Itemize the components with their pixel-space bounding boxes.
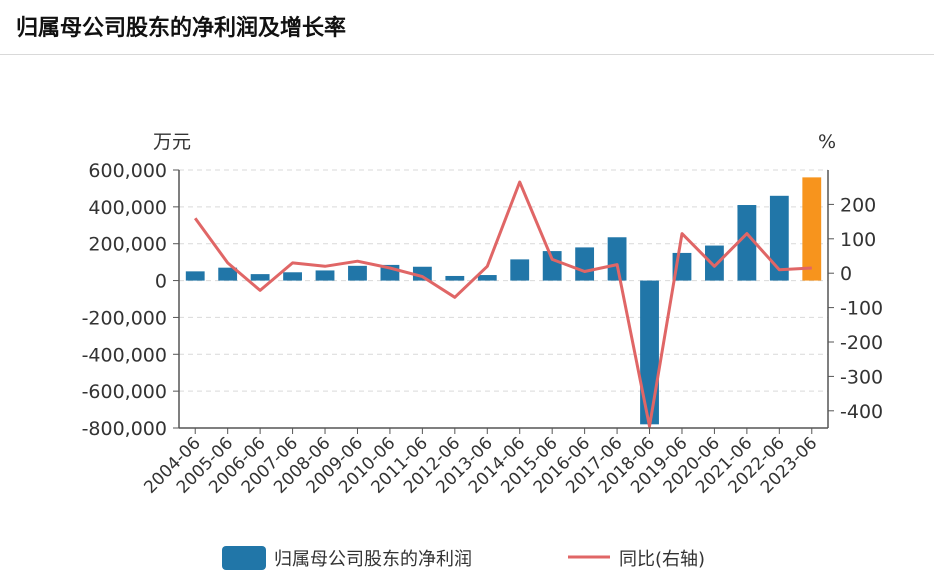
grid-lines (179, 169, 828, 429)
bar-2014-06 (510, 259, 530, 281)
bar-2012-06 (445, 275, 465, 281)
left-tick-label: 400,000 (88, 197, 167, 219)
legend-bar-label: 归属母公司股东的净利润 (274, 549, 472, 570)
bar-2013-06 (477, 275, 497, 281)
bar-2008-06 (315, 270, 335, 281)
left-tick-label: -200,000 (82, 307, 167, 329)
bar-2016-06 (575, 247, 595, 281)
bar-2005-06 (218, 267, 238, 281)
bars (185, 177, 822, 425)
bar-2009-06 (348, 265, 367, 281)
bar-2021-06 (737, 205, 757, 281)
bar-2006-06 (250, 274, 270, 281)
left-tick-label: -600,000 (82, 381, 167, 403)
legend: 归属母公司股东的净利润 同比(右轴) (222, 546, 705, 570)
right-tick-label: -400 (840, 401, 883, 423)
bar-2018-06 (640, 280, 659, 425)
right-tick-label: 200 (840, 194, 876, 216)
right-tick-label: 0 (840, 263, 852, 285)
right-tick-label: -100 (840, 298, 883, 320)
left-tick-label: 200,000 (88, 234, 167, 256)
bar-2023-06 (802, 177, 822, 281)
bar-2020-06 (705, 245, 724, 281)
growth-line-path (193, 180, 812, 428)
left-axis-unit: 万元 (153, 131, 191, 153)
legend-bar-swatch (222, 546, 266, 570)
bar-2007-06 (283, 272, 302, 281)
header: 归属母公司股东的净利润及增长率 (0, 0, 934, 55)
bar-2011-06 (412, 266, 432, 281)
right-axis-unit: % (818, 131, 836, 153)
bar-2004-06 (185, 271, 205, 281)
legend-line-label: 同比(右轴) (619, 549, 705, 570)
left-tick-label: 600,000 (88, 160, 167, 182)
axes (173, 169, 834, 434)
left-tick-label: -800,000 (82, 418, 167, 440)
bar-2022-06 (769, 195, 789, 281)
left-tick-label: 0 (155, 271, 167, 293)
right-tick-label: -200 (840, 332, 883, 354)
page-title: 归属母公司股东的净利润及增长率 (16, 16, 347, 41)
growth-line (193, 180, 812, 428)
left-tick-label: -400,000 (82, 344, 167, 366)
right-tick-label: 100 (840, 229, 876, 251)
bar-2017-06 (607, 237, 627, 281)
bar-2015-06 (542, 251, 562, 281)
right-tick-label: -300 (840, 366, 883, 388)
axis-labels: 600,000 400,000 200,000 0 -200,000 -400,000 -6… (82, 131, 884, 498)
